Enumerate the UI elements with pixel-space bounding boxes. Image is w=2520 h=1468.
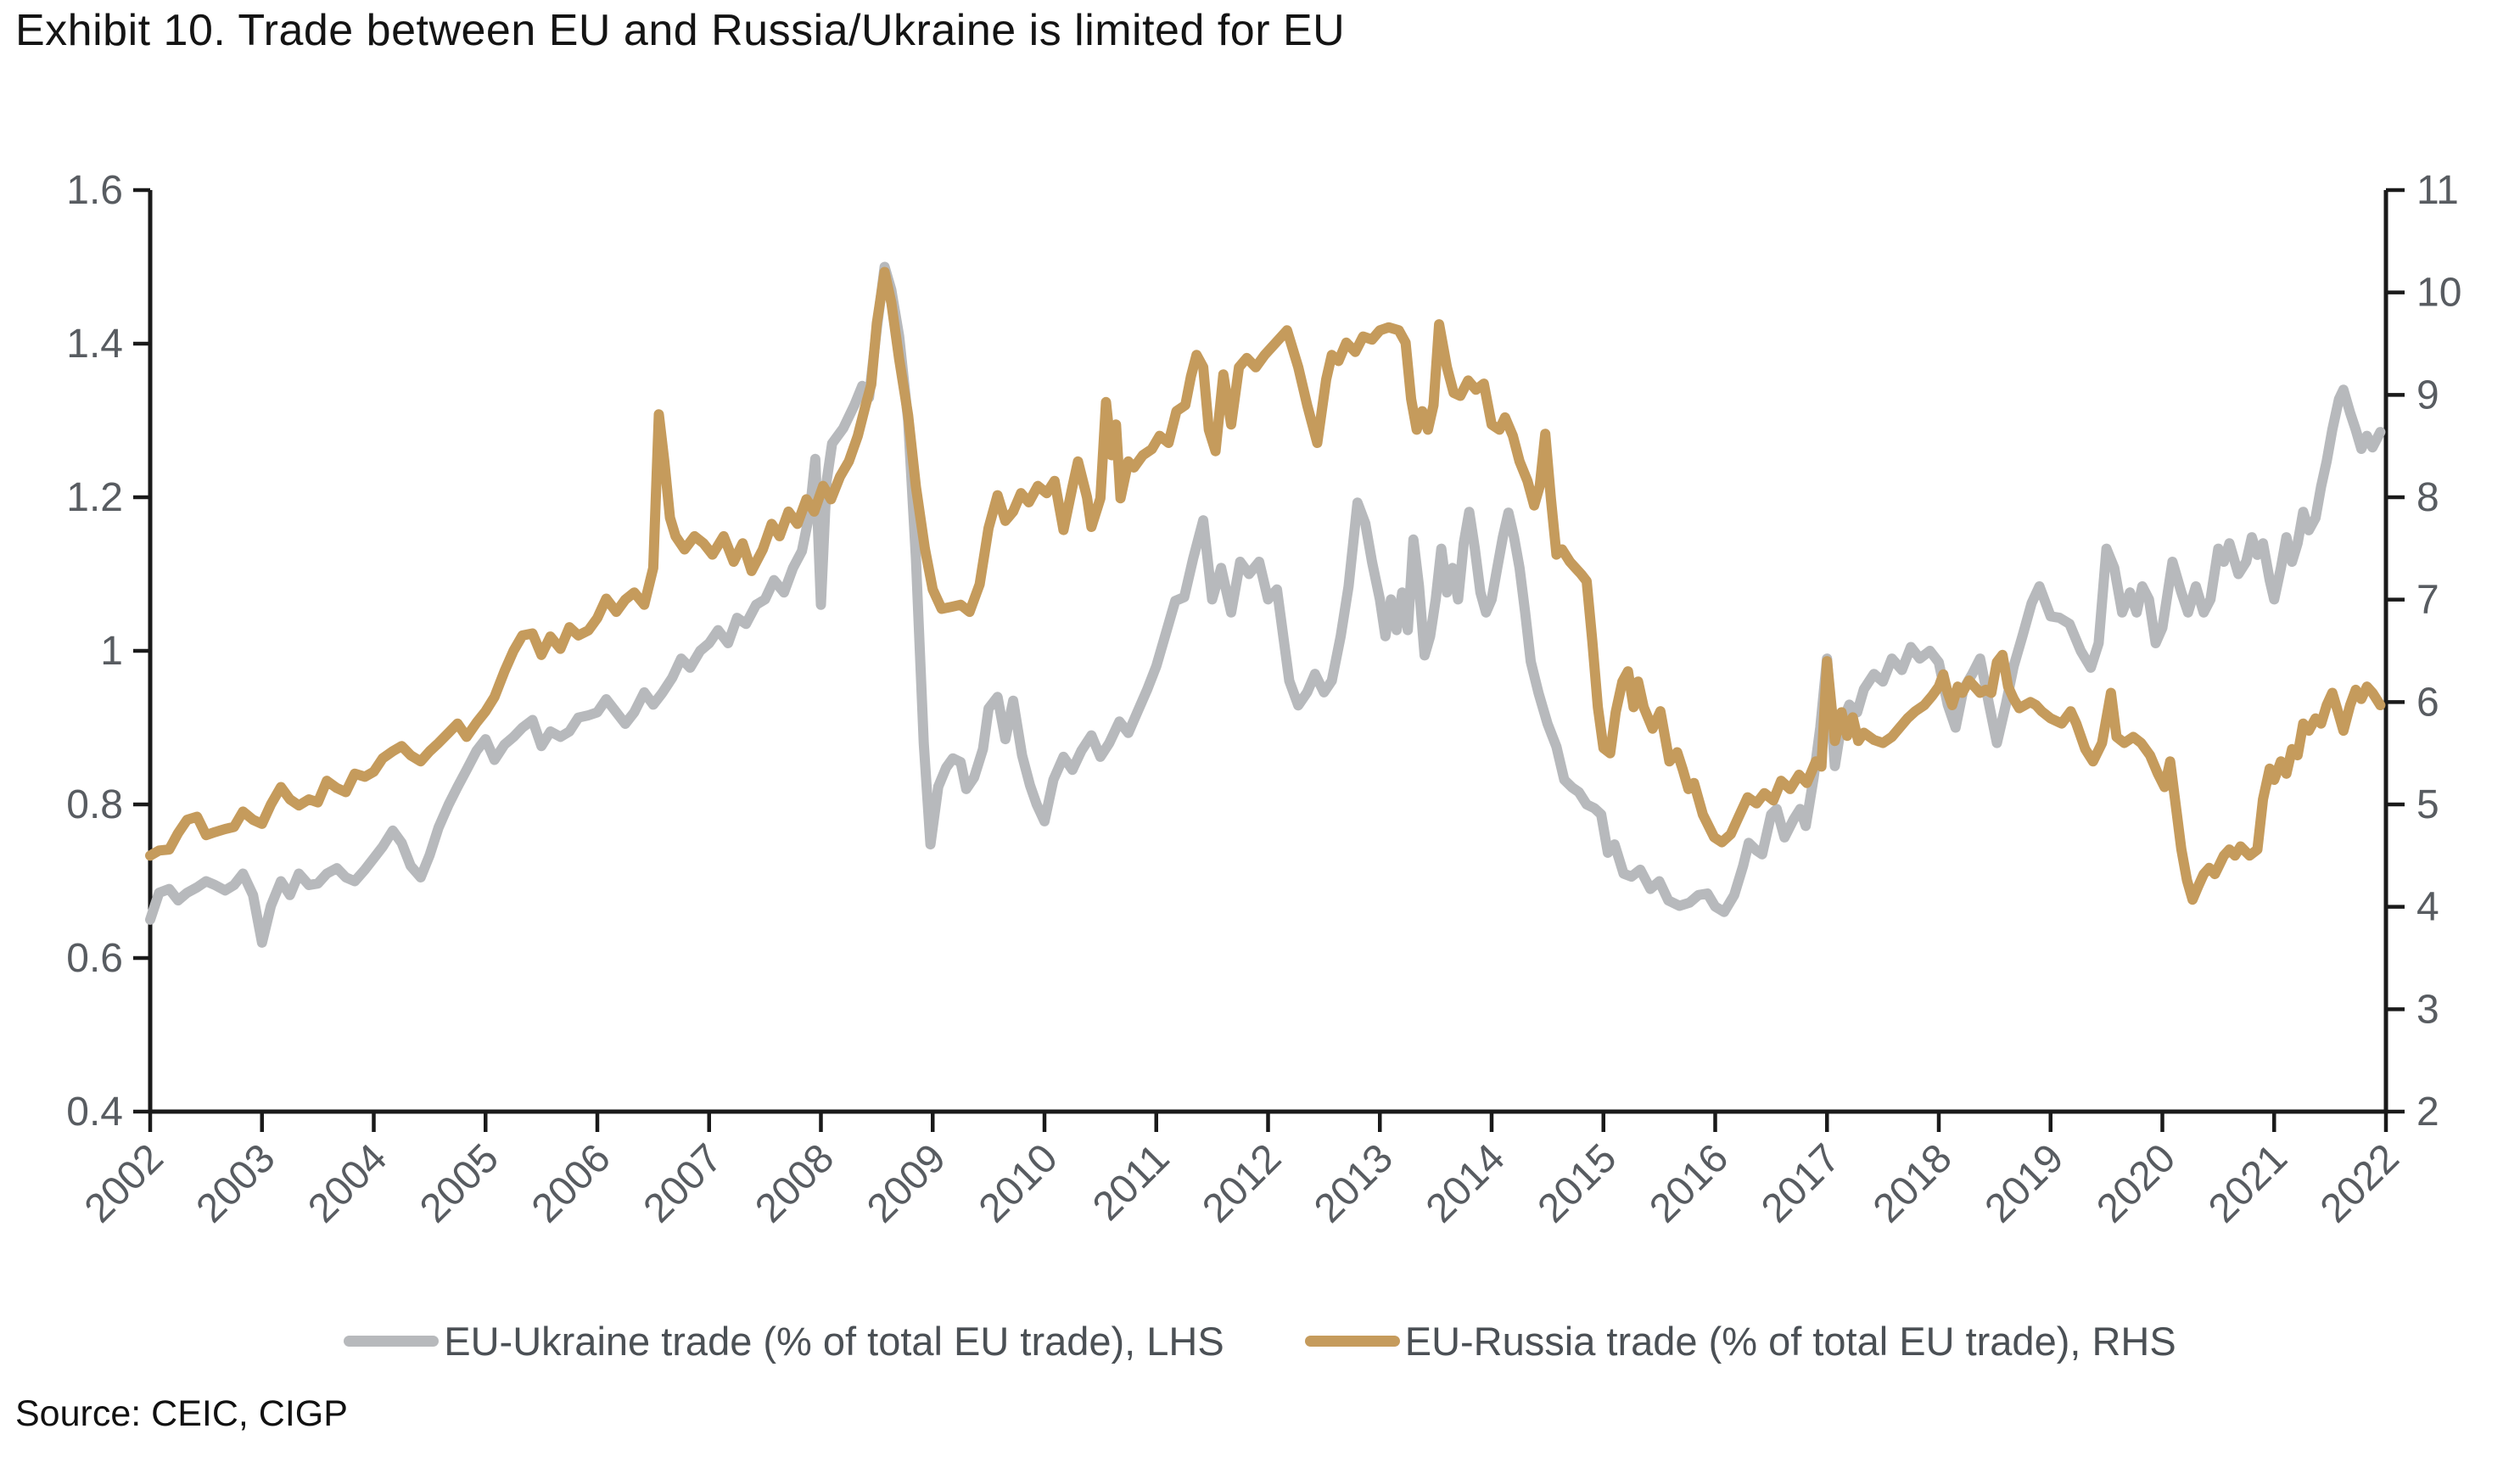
right-axis-tick-label: 6 <box>2416 680 2439 725</box>
right-axis-tick-label: 3 <box>2416 987 2439 1032</box>
x-axis-tick-label: 2015 <box>1530 1135 1626 1231</box>
eu-ukraine-line-swatch <box>344 1336 440 1347</box>
right-axis-tick-label: 2 <box>2416 1090 2439 1135</box>
x-axis-tick-label: 2022 <box>2312 1135 2408 1231</box>
left-axis-tick-label: 0.6 <box>66 936 123 981</box>
right-axis-tick-label: 5 <box>2416 782 2439 827</box>
legend-item-eu-ukraine: EU-Ukraine trade (% of total EU trade), … <box>344 1318 1224 1364</box>
source-note: Source: CEIC, CIGP <box>15 1393 348 1434</box>
x-axis-tick-label: 2003 <box>188 1135 284 1231</box>
left-axis-tick-label: 1 <box>100 629 123 674</box>
x-axis-tick-label: 2017 <box>1753 1135 1849 1231</box>
x-axis-tick-label: 2007 <box>636 1135 731 1231</box>
x-axis-tick-label: 2006 <box>524 1135 619 1231</box>
x-axis-tick-label: 2014 <box>1418 1135 1514 1231</box>
x-axis-tick-label: 2005 <box>412 1135 507 1231</box>
right-axis-tick-label: 8 <box>2416 475 2439 520</box>
right-axis-tick-label: 4 <box>2416 885 2439 930</box>
left-axis-tick-label: 1.4 <box>66 322 123 367</box>
right-axis-tick-label: 9 <box>2416 373 2439 417</box>
legend-label-eu-ukraine: EU-Ukraine trade (% of total EU trade), … <box>444 1319 1224 1364</box>
x-axis-tick-label: 2021 <box>2200 1135 2296 1231</box>
right-axis-tick-label: 7 <box>2416 578 2439 623</box>
left-axis-tick-label: 0.4 <box>66 1090 123 1135</box>
x-axis-tick-label: 2011 <box>1084 1135 1178 1229</box>
right-axis-tick-label: 10 <box>2416 271 2461 316</box>
legend-label-eu-russia: EU-Russia trade (% of total EU trade), R… <box>1404 1319 2176 1364</box>
page-title: Exhibit 10. Trade between EU and Russia/… <box>15 6 1346 55</box>
left-axis-tick-label: 0.8 <box>66 782 123 827</box>
legend-item-eu-russia: EU-Russia trade (% of total EU trade), R… <box>1304 1318 2176 1364</box>
legend: EU-Ukraine trade (% of total EU trade), … <box>0 1318 2520 1364</box>
x-axis-tick-label: 2016 <box>1641 1135 1737 1231</box>
x-axis-tick-label: 2012 <box>1194 1135 1290 1231</box>
x-axis-tick-label: 2009 <box>859 1135 955 1231</box>
x-axis-tick-label: 2008 <box>747 1135 843 1231</box>
right-axis-tick-label: 11 <box>2416 168 2459 213</box>
x-axis-tick-label: 2002 <box>76 1135 172 1231</box>
x-axis-tick-label: 2018 <box>1865 1135 1961 1231</box>
eu-russia-trade-line <box>145 266 2386 905</box>
left-axis-tick-label: 1.6 <box>66 168 123 213</box>
x-axis-tick-label: 2010 <box>971 1135 1067 1231</box>
x-axis-tick-label: 2013 <box>1306 1135 1402 1231</box>
x-axis-tick-label: 2004 <box>300 1135 395 1231</box>
x-axis-tick-label: 2019 <box>1977 1135 2073 1231</box>
eu-ukraine-trade-line <box>145 261 2386 948</box>
eu-russia-line-swatch <box>1304 1336 1400 1347</box>
left-axis-tick-label: 1.2 <box>66 475 123 520</box>
x-axis-tick-label: 2020 <box>2088 1135 2184 1231</box>
